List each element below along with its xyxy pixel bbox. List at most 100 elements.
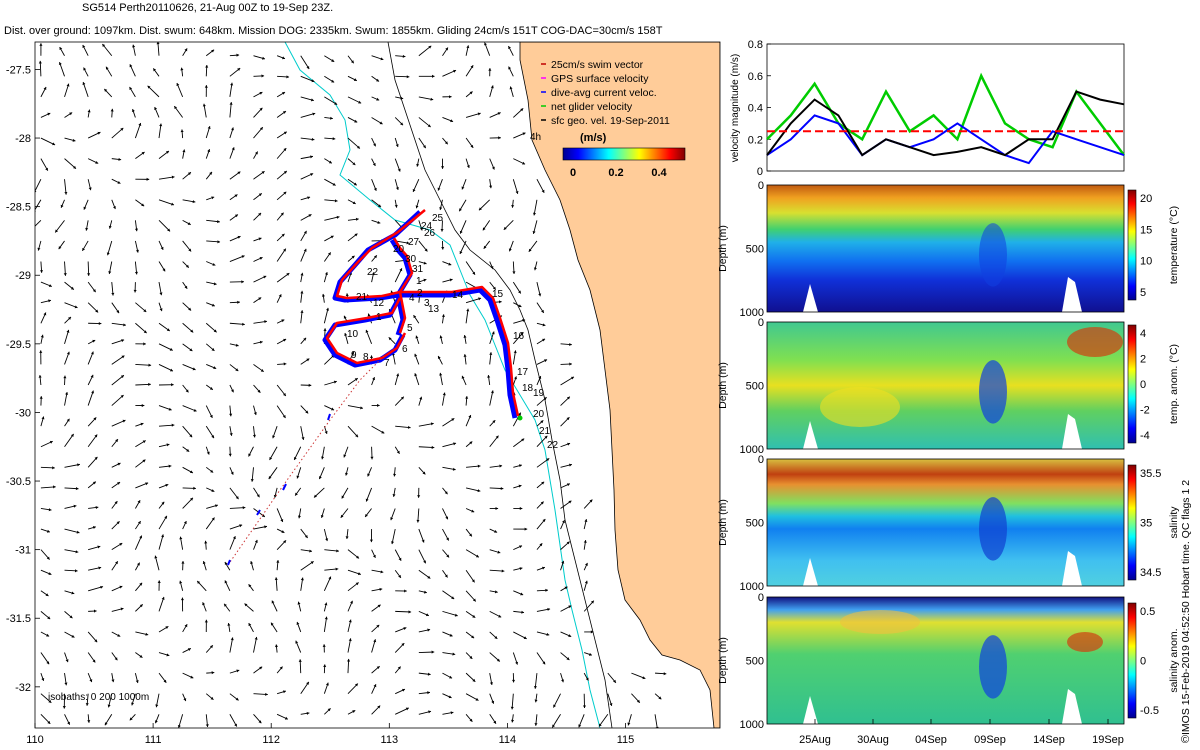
current-arrow-head (309, 549, 313, 553)
current-arrow-head (231, 147, 235, 151)
current-arrow-head (286, 273, 290, 276)
current-arrow-head (491, 166, 495, 170)
current-arrow-head (583, 540, 587, 543)
current-arrow-head (85, 703, 89, 706)
current-arrow-head (280, 519, 284, 522)
current-arrow-head (459, 230, 463, 234)
current-arrow (111, 355, 125, 365)
current-arrow-head (356, 555, 360, 559)
track-day-label: 7 (384, 358, 390, 369)
current-arrow-head (528, 248, 532, 252)
current-arrow-head (493, 720, 497, 724)
current-arrow-head (104, 88, 108, 92)
lon-tick-label: 113 (381, 734, 399, 746)
current-arrow-head (141, 203, 145, 207)
current-arrow-head (159, 292, 163, 296)
current-arrow-head (74, 569, 78, 573)
current-arrow-head (495, 435, 499, 439)
current-arrow-head (371, 272, 375, 276)
current-arrow-head (293, 456, 297, 460)
current-arrow-head (636, 699, 640, 703)
section-colorbar-tick: -0.5 (1140, 705, 1159, 717)
current-arrow-head (414, 353, 418, 357)
current-arrow (553, 693, 561, 708)
current-arrow-head (268, 476, 272, 480)
current-arrow-head (207, 149, 211, 153)
current-arrow-head (39, 270, 44, 273)
track-day-label: 24 (421, 221, 433, 232)
track-day-label: 27 (408, 237, 420, 248)
current-arrow-head (449, 278, 453, 282)
current-arrow-head (110, 108, 114, 112)
current-arrow-head (31, 227, 34, 230)
current-arrow-head (308, 383, 312, 387)
current-arrow-head (522, 319, 526, 322)
track-day-label: 10 (347, 329, 359, 340)
current-arrow-head (211, 435, 214, 439)
current-arrow-head (143, 309, 147, 312)
track-day-label: 12 (373, 298, 385, 309)
current-arrow-head (472, 271, 476, 275)
section-heatmap (767, 597, 1124, 724)
current-arrow-head (325, 682, 329, 686)
current-arrow-head (394, 204, 398, 208)
section-y-tick-label: 0 (758, 454, 764, 466)
current-arrow-head (336, 215, 340, 219)
current-arrow-head (427, 575, 431, 579)
track-day-label: 9 (351, 350, 357, 361)
current-arrow-head (258, 720, 262, 724)
current-arrow-head (235, 496, 239, 500)
current-arrow-head (258, 193, 262, 197)
current-arrow-head (258, 297, 262, 301)
current-arrow-head (295, 640, 299, 644)
velocity-series (766, 72, 1125, 165)
current-arrow-head (400, 396, 404, 400)
current-arrow-head (161, 534, 165, 538)
current-arrow-head (145, 482, 149, 486)
current-arrow-head (70, 433, 74, 437)
current-arrow-head (598, 723, 602, 727)
current-arrow-head (451, 596, 455, 599)
land-mass (519, 42, 720, 728)
current-arrow-head (360, 406, 363, 410)
section-colorbar-tick: 20 (1140, 193, 1152, 205)
current-arrow-head (230, 471, 234, 475)
current-arrow (35, 220, 42, 227)
current-arrow-head (352, 201, 356, 205)
current-arrow-head (341, 495, 345, 499)
current-arrow-head (463, 354, 467, 357)
current-arrow-head (459, 208, 462, 212)
current-arrow-head (283, 191, 287, 195)
current-arrow-head (185, 264, 189, 268)
current-arrow-head (351, 351, 355, 355)
current-arrow-head (300, 577, 304, 581)
current-arrow-head (193, 408, 197, 412)
current-arrow (551, 714, 561, 728)
velocity-ylabel: velocity magnitude (m/s) (730, 54, 741, 162)
current-arrow-head (217, 240, 221, 244)
current-arrow-head (377, 403, 380, 408)
current-arrow-head (95, 309, 99, 313)
lat-tick-label: -28 (15, 133, 31, 145)
current-arrow-head (211, 489, 215, 492)
current-arrow-head (497, 112, 501, 116)
current-arrow-head (478, 207, 482, 211)
current-arrow-head (180, 129, 184, 133)
current-arrow-head (490, 390, 494, 394)
current-arrow-head (330, 235, 334, 239)
current-arrow-head (444, 491, 448, 495)
current-arrow-head (97, 131, 101, 135)
current-arrow-head (41, 416, 45, 420)
current-arrow-head (372, 377, 376, 381)
current-arrow-head (357, 572, 361, 576)
current-arrow-head (471, 509, 475, 513)
current-arrow-head (139, 582, 143, 586)
current-arrow-head (213, 366, 217, 370)
current-arrow-head (209, 386, 213, 390)
track-end-marker (517, 415, 523, 421)
current-arrow-head (177, 725, 181, 728)
track-day-label: 30 (405, 254, 417, 265)
current-arrow-head (498, 136, 501, 140)
current-arrow-head (207, 126, 211, 130)
current-arrow-head (237, 300, 240, 304)
